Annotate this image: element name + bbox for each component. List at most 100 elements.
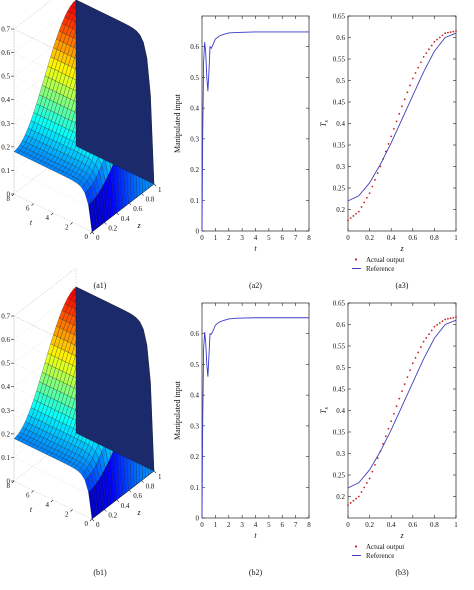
data-point [368, 192, 371, 195]
z-tick-mark [104, 222, 107, 225]
z-tick-mark [91, 231, 95, 235]
data-point [366, 482, 368, 484]
value-tick-label: 0.2 [1, 430, 10, 438]
legend-label: Reference [366, 552, 394, 560]
x-tick-label: 2 [227, 234, 231, 242]
y-axis-label-sub: s [324, 406, 330, 409]
t-tick-label: 0 [85, 520, 89, 528]
y-tick-label: 0.4 [336, 407, 345, 415]
x-tick-label: 3 [240, 234, 244, 242]
z-tick-label: 0.8 [146, 483, 155, 491]
grid-line [13, 170, 93, 209]
data-point [352, 499, 355, 502]
data-point [393, 127, 395, 130]
grid-line [13, 291, 77, 340]
data-point [409, 369, 411, 372]
data-point [384, 435, 387, 438]
t-tick-mark [89, 231, 93, 235]
data-point [436, 323, 438, 326]
x-tick-label: 0.8 [430, 234, 439, 242]
y-tick-label: 0.2 [190, 166, 199, 174]
x-tick-label: 1 [214, 521, 218, 529]
data-point [455, 30, 457, 32]
z-tick-label: 0 [96, 521, 100, 529]
data-point [444, 32, 447, 35]
x-tick-label: 0 [200, 234, 204, 242]
data-point [447, 31, 449, 34]
x-tick-label: 7 [294, 521, 298, 529]
data-point [430, 329, 433, 332]
series-line [347, 319, 457, 489]
z-axis-label: z [136, 508, 141, 517]
legend-label: Reference [366, 265, 394, 273]
x-tick-label: 5 [267, 521, 271, 529]
z-tick-label: 0.4 [121, 215, 130, 223]
x-tick-label: 6 [281, 234, 285, 242]
z-tick-label: 0.2 [108, 224, 117, 232]
data-point [374, 178, 376, 181]
plot-frame [201, 15, 310, 232]
x-tick-label: 1 [214, 234, 218, 242]
data-point [438, 322, 441, 324]
z-tick-mark [153, 183, 157, 187]
t-tick-label: 6 [26, 492, 30, 500]
data-point [347, 504, 349, 506]
y-tick-label: 0.55 [333, 343, 346, 351]
panel-caption: (b1) [93, 568, 107, 577]
surface-skirt [91, 470, 155, 520]
z-tick-label: 0.4 [121, 502, 130, 510]
t-tick-label: 2 [65, 511, 69, 519]
x-tick-label: 4 [254, 234, 258, 242]
y-tick-label: 0.6 [190, 330, 199, 338]
data-point [390, 420, 393, 423]
t-tick-mark [89, 518, 93, 522]
y-tick-label: 0.2 [336, 493, 345, 501]
x-tick-label: 1 [454, 234, 458, 242]
panel-b2: 0 1 2 3 4 5 6 7 8 0 0.1 0.2 0.3 0.4 0.5 0.6 t Manipulated… [173, 302, 311, 577]
x-tick-label: 0.8 [430, 521, 439, 529]
t-tick-mark [11, 193, 15, 197]
plot-frame [347, 302, 457, 519]
data-point [395, 120, 398, 123]
y-tick-label: 0 [196, 515, 200, 523]
value-tick-label: 0.5 [1, 360, 10, 368]
data-point [409, 84, 411, 87]
legend-swatch-dots [354, 258, 358, 261]
data-point [357, 210, 360, 213]
data-point [349, 502, 352, 504]
y-tick-label: 0.2 [336, 206, 345, 214]
x-tick-label: 0 [346, 521, 350, 529]
x-tick-label: 6 [281, 521, 285, 529]
grid-line [13, 0, 52, 30]
data-point [452, 316, 455, 319]
y-tick-label: 0.45 [333, 99, 346, 107]
x-tick-label: 0 [346, 234, 350, 242]
x-tick-label: 0.2 [365, 521, 374, 529]
panel-caption: (b3) [395, 568, 409, 577]
x-tick-label: 1 [454, 521, 458, 529]
panel-caption: (a2) [249, 281, 262, 290]
data-point [401, 390, 403, 393]
x-tick-label: 0.4 [387, 521, 396, 529]
z-axis-label: z [136, 221, 141, 230]
y-tick-label: 0.6 [190, 43, 199, 51]
value-tick-label: 0.5 [1, 73, 10, 81]
data-point [355, 212, 357, 215]
y-tick-label: 0.5 [336, 364, 345, 372]
data-point [422, 55, 425, 58]
data-point [420, 61, 422, 64]
data-point [428, 333, 430, 336]
y-tick-label: 0.2 [190, 453, 199, 461]
z-tick-mark [128, 202, 132, 206]
panel-a3: 0 0.2 0.4 0.6 0.8 1 0.2 0.25 0.3 0.35 0.4 0.45 0.5 0.… [319, 13, 458, 291]
z-tick-mark [141, 193, 144, 196]
data-point [428, 48, 430, 51]
data-point [436, 38, 438, 41]
y-tick-label: 0.6 [336, 34, 345, 42]
value-tick-label: 0.6 [1, 336, 10, 344]
data-point [398, 397, 401, 400]
x-tick-label: 8 [307, 234, 311, 242]
t-axis-label: t [30, 218, 33, 227]
x-tick-label: 2 [227, 521, 231, 529]
data-point [422, 340, 425, 343]
